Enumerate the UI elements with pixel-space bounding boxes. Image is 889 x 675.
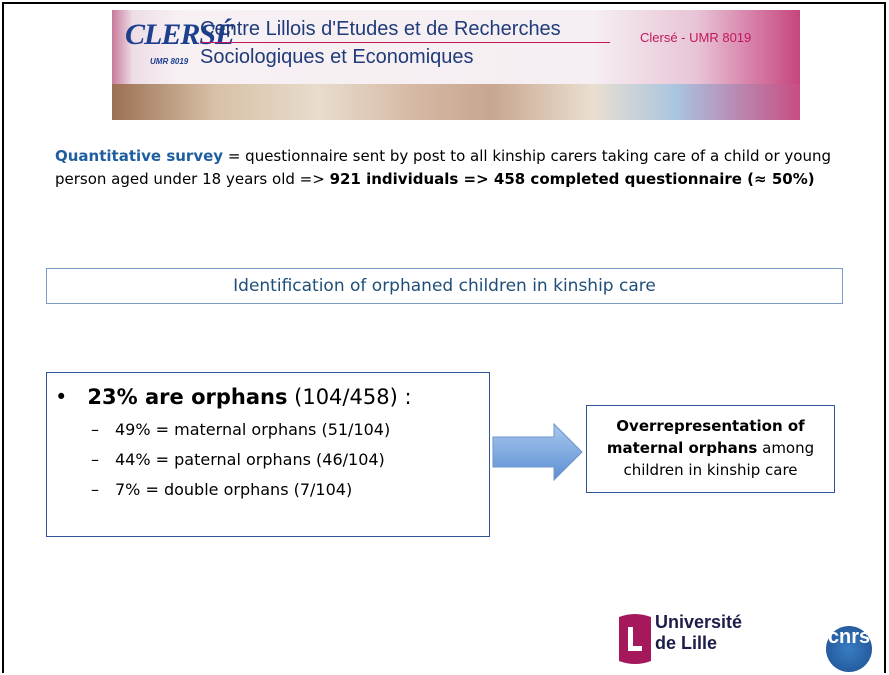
university-line: de Lille (655, 633, 742, 654)
sub-item-text: 49% = maternal orphans (51/104) (115, 420, 390, 439)
intro-bold: Quantitative survey (55, 147, 223, 165)
page: CLERSÉ UMR 8019 Centre Lillois d'Etudes … (0, 0, 889, 675)
header-title: Centre Lillois d'Etudes et de Recherches (200, 18, 561, 41)
cnrs-logo: cnrs (826, 626, 872, 672)
callout-box: Overrepresentation of maternal orphans a… (586, 405, 835, 493)
header-title: Sociologiques et Economiques (200, 46, 474, 69)
header-rule (200, 42, 610, 43)
bullet: • 23% are orphans (104/458) : (55, 385, 489, 409)
header-image-strip (112, 84, 800, 120)
university-line: Université (655, 612, 742, 633)
bullet-bold: 23% are orphans (87, 385, 287, 409)
logo-sub: UMR 8019 (150, 57, 188, 66)
header-label: Clersé - UMR 8019 (640, 30, 751, 45)
sub-item-text: 7% = double orphans (7/104) (115, 480, 352, 499)
sub-item: –7% = double orphans (7/104) (91, 480, 489, 499)
sub-item: –49% = maternal orphans (51/104) (91, 420, 489, 439)
section-title: Identification of orphaned children in k… (46, 268, 843, 304)
bullet-text: (104/458) : (287, 385, 411, 409)
sub-item: –44% = paternal orphans (46/104) (91, 450, 489, 469)
intro-bold: 921 individuals => 458 completed questio… (330, 170, 815, 188)
arrow (492, 423, 584, 481)
bullet-box: • 23% are orphans (104/458) : –49% = mat… (46, 372, 490, 537)
intro-text: Quantitative survey = questionnaire sent… (55, 145, 835, 191)
sub-item-text: 44% = paternal orphans (46/104) (115, 450, 385, 469)
university-logo-icon (619, 613, 651, 665)
